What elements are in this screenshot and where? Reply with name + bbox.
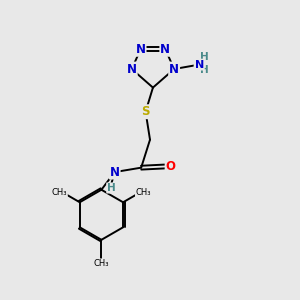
Text: CH₃: CH₃ <box>52 188 68 197</box>
Text: N: N <box>160 43 170 56</box>
Text: N: N <box>194 60 204 70</box>
Text: N: N <box>110 166 120 178</box>
Text: N: N <box>169 62 179 76</box>
Text: N: N <box>136 43 146 56</box>
Text: S: S <box>141 105 150 118</box>
Text: H: H <box>107 183 116 193</box>
Text: CH₃: CH₃ <box>135 188 151 197</box>
Text: CH₃: CH₃ <box>94 259 109 268</box>
Text: O: O <box>166 160 176 173</box>
Text: H: H <box>200 52 209 62</box>
Text: N: N <box>127 62 137 76</box>
Text: H: H <box>200 65 209 75</box>
